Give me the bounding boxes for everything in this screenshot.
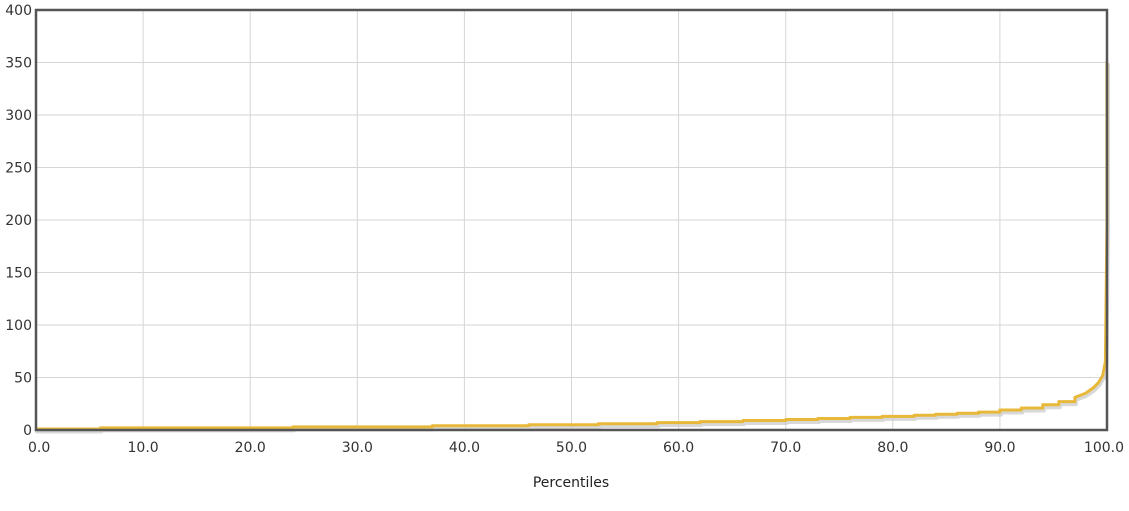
x-tick-label: 30.0	[342, 440, 373, 456]
y-tick-label: 200	[5, 213, 32, 229]
y-axis-ticks: 0 50 100 150 200 250 300 350 400	[5, 3, 32, 439]
x-tick-label: 0.0	[28, 440, 50, 456]
series-line	[34, 61, 1109, 431]
series-layer	[34, 61, 1110, 434]
plot-frame	[34, 8, 1109, 432]
grid	[36, 10, 1107, 430]
x-tick-label: 20.0	[235, 440, 266, 456]
x-tick-label: 80.0	[877, 440, 908, 456]
x-axis-title: Percentiles	[533, 475, 609, 491]
y-tick-label: 50	[14, 371, 32, 387]
y-tick-label: 100	[5, 318, 32, 334]
y-tick-label: 250	[5, 161, 32, 177]
x-axis-ticks: 0.0 10.0 20.0 30.0 40.0 50.0 60.0 70.0 80.0 90.0 1…	[28, 440, 1124, 456]
x-tick-label: 40.0	[449, 440, 480, 456]
y-tick-label: 350	[5, 56, 32, 72]
x-tick-label: 10.0	[128, 440, 159, 456]
y-tick-label: 0	[23, 423, 32, 439]
x-tick-label: 70.0	[770, 440, 801, 456]
series-line-shadow	[35, 63, 1110, 434]
x-tick-label: 100.0	[1084, 440, 1124, 456]
y-tick-label: 400	[5, 3, 32, 19]
x-tick-label: 90.0	[984, 440, 1015, 456]
y-tick-label: 300	[5, 108, 32, 124]
x-tick-label: 60.0	[663, 440, 694, 456]
x-tick-label: 50.0	[556, 440, 587, 456]
y-tick-label: 150	[5, 266, 32, 282]
